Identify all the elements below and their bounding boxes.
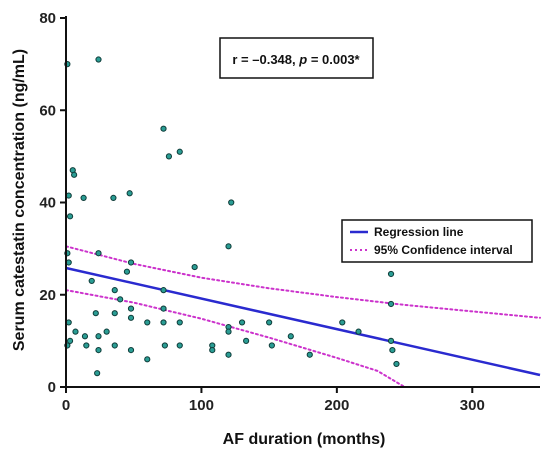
data-point — [66, 213, 74, 220]
data-point — [160, 125, 167, 132]
data-point — [160, 287, 167, 294]
data-point — [165, 153, 173, 160]
regression-line-layer — [65, 266, 541, 377]
data-point — [393, 360, 400, 368]
data-point — [176, 148, 183, 155]
data-point — [88, 277, 95, 285]
data-point — [228, 199, 235, 206]
data-point — [387, 300, 395, 308]
x-tick-label: 200 — [324, 397, 349, 414]
data-point — [92, 310, 99, 317]
data-point — [94, 370, 101, 377]
regression-line — [65, 266, 541, 377]
data-point — [266, 319, 273, 326]
annotation-box: r = –0.348, p = 0.003* — [219, 37, 374, 79]
axes: 0 100 200 300 0 20 40 60 80 — [39, 10, 540, 414]
data-point — [111, 342, 118, 349]
ci-upper-line — [65, 245, 541, 319]
data-point — [66, 337, 74, 344]
data-point — [123, 268, 131, 275]
annotation-suffix: = 0.003* — [307, 52, 360, 67]
data-point — [71, 171, 78, 178]
data-point — [72, 328, 79, 335]
y-tick-label: 20 — [39, 287, 56, 304]
x-axis-title: AF duration (months) — [223, 431, 386, 448]
data-point — [387, 337, 395, 344]
data-points — [64, 56, 400, 377]
data-point — [176, 342, 183, 349]
annotation-prefix: r = –0.348, — [232, 52, 299, 67]
y-axis-title: Serum catestatin concentration (ng/mL) — [11, 49, 28, 351]
y-tick-label: 80 — [39, 10, 56, 27]
ci-lower-line — [65, 289, 406, 388]
x-tick-label: 100 — [189, 397, 214, 414]
data-point — [81, 333, 89, 340]
data-point — [80, 194, 87, 201]
data-point — [127, 259, 135, 266]
data-point — [191, 263, 198, 271]
data-point — [95, 333, 102, 340]
data-point — [127, 347, 135, 354]
data-point — [127, 314, 135, 321]
data-point — [225, 351, 232, 358]
data-point — [144, 319, 151, 326]
data-point — [127, 305, 135, 312]
legend: Regression line 95% Confidence interval — [341, 219, 533, 263]
data-point — [95, 56, 102, 63]
confidence-interval-lines — [65, 245, 541, 388]
data-point — [83, 342, 90, 349]
data-point — [268, 342, 275, 349]
data-point — [110, 194, 117, 201]
y-tick-label: 40 — [39, 195, 56, 212]
legend-regression-label: Regression line — [374, 225, 464, 239]
annotation-p-symbol: p — [298, 52, 307, 67]
data-point — [339, 319, 346, 326]
data-point — [126, 190, 133, 197]
data-point — [117, 296, 124, 303]
data-point — [355, 328, 362, 335]
data-point — [111, 287, 118, 294]
data-point — [161, 342, 168, 349]
data-point — [225, 243, 232, 250]
data-point — [95, 347, 102, 354]
data-point — [176, 319, 183, 326]
data-point — [103, 328, 110, 335]
data-point — [111, 310, 118, 317]
data-point — [238, 319, 246, 326]
data-point — [160, 305, 167, 312]
y-tick-label: 60 — [39, 102, 56, 119]
data-point — [160, 319, 167, 326]
data-point — [243, 337, 250, 344]
data-point — [225, 328, 232, 335]
y-tick-label: 0 — [48, 379, 56, 396]
data-point — [387, 270, 395, 278]
x-tick-label: 300 — [460, 397, 485, 414]
x-tick-label: 0 — [62, 397, 70, 414]
data-point — [95, 250, 102, 257]
legend-ci-label: 95% Confidence interval — [374, 243, 513, 257]
correlation-annotation: r = –0.348, p = 0.003* — [232, 52, 360, 67]
data-point — [287, 333, 294, 340]
data-point — [209, 347, 216, 354]
data-point — [389, 347, 396, 354]
data-point — [306, 351, 313, 358]
data-point — [144, 356, 151, 363]
